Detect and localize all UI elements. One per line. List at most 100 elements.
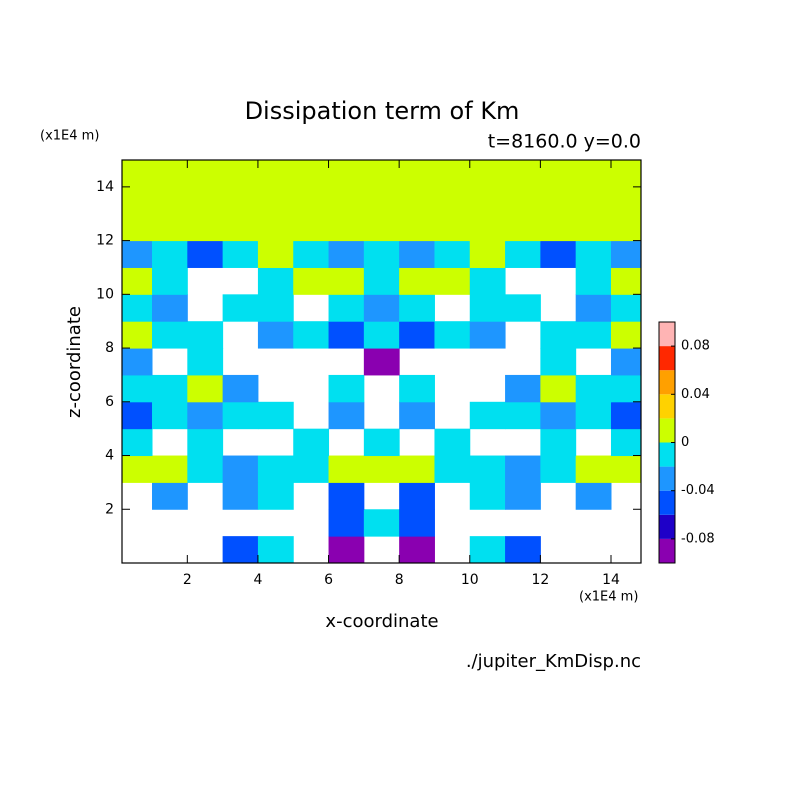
contour-cell bbox=[122, 374, 153, 403]
contour-cell bbox=[469, 455, 506, 483]
contour-cell bbox=[575, 240, 612, 268]
contour-cell bbox=[610, 240, 641, 268]
contour-cell bbox=[257, 267, 294, 295]
contour-cell bbox=[363, 509, 400, 537]
contour-cell bbox=[152, 240, 188, 268]
contour-cell bbox=[152, 455, 188, 483]
x-tick-label: 12 bbox=[531, 572, 549, 588]
contour-cell bbox=[610, 186, 641, 215]
contour-cell bbox=[469, 321, 506, 349]
colorbar-segment bbox=[659, 394, 675, 419]
contour-cell bbox=[328, 213, 365, 242]
contour-cell bbox=[575, 401, 612, 430]
y-tick-label: 8 bbox=[105, 340, 114, 356]
contour-cell bbox=[505, 455, 541, 483]
contour-cell bbox=[122, 294, 153, 322]
contour-cell bbox=[434, 213, 471, 242]
contour-cell bbox=[122, 321, 153, 349]
contour-cell bbox=[152, 374, 188, 403]
contour-cell bbox=[222, 240, 259, 268]
contour-cell bbox=[434, 267, 471, 295]
contour-cell bbox=[122, 401, 153, 430]
contour-cell bbox=[434, 428, 471, 457]
contour-cell bbox=[469, 267, 506, 295]
contour-cell bbox=[610, 401, 641, 430]
contour-cell bbox=[610, 160, 641, 188]
contour-cell bbox=[505, 240, 541, 268]
y-tick-label: 14 bbox=[96, 179, 114, 195]
contour-cell bbox=[505, 213, 541, 242]
contour-cell bbox=[469, 186, 506, 215]
contour-cell bbox=[328, 536, 365, 563]
x-tick-label: 10 bbox=[461, 572, 479, 588]
contour-cell bbox=[328, 321, 365, 349]
contour-cell bbox=[363, 428, 400, 457]
contour-cell bbox=[434, 186, 471, 215]
colorbar-segment bbox=[659, 346, 675, 371]
contour-cell bbox=[257, 160, 294, 188]
contour-cell bbox=[610, 374, 641, 403]
contour-cell bbox=[610, 294, 641, 322]
x-unit: (x1E4 m) bbox=[579, 590, 638, 605]
contour-cell bbox=[363, 348, 400, 376]
contour-cell bbox=[540, 348, 577, 376]
contour-cell bbox=[399, 186, 435, 215]
colorbar-segment bbox=[659, 442, 675, 467]
contour-cell bbox=[540, 401, 577, 430]
contour-cell bbox=[122, 213, 153, 242]
contour-cell bbox=[328, 294, 365, 322]
contour-cell bbox=[222, 294, 259, 322]
contour-cell bbox=[187, 160, 224, 188]
contour-cell bbox=[328, 509, 365, 537]
colorbar-segment bbox=[659, 490, 675, 515]
contour-cell bbox=[222, 455, 259, 483]
contour-cell bbox=[469, 294, 506, 322]
contour-cell bbox=[469, 160, 506, 188]
contour-cell bbox=[469, 213, 506, 242]
x-tick-label: 2 bbox=[183, 572, 192, 588]
x-axis-label: x-coordinate bbox=[325, 611, 438, 632]
contour-cell bbox=[293, 321, 330, 349]
contour-cell bbox=[222, 482, 259, 510]
contour-cell bbox=[122, 186, 153, 215]
contour-cell bbox=[122, 240, 153, 268]
contour-cell bbox=[505, 294, 541, 322]
contour-cell bbox=[122, 267, 153, 295]
contour-cell bbox=[434, 160, 471, 188]
x-tick-label: 14 bbox=[602, 572, 620, 588]
y-tick-label: 10 bbox=[96, 286, 114, 302]
contour-cell bbox=[505, 186, 541, 215]
contour-cell bbox=[575, 374, 612, 403]
colorbar-tick-label: 0.04 bbox=[681, 387, 710, 402]
chart-title: Dissipation term of Km bbox=[245, 97, 520, 125]
contour-cell bbox=[293, 455, 330, 483]
contour-cell bbox=[399, 321, 435, 349]
contour-field bbox=[122, 160, 641, 563]
contour-cell bbox=[363, 321, 400, 349]
contour-cell bbox=[399, 482, 435, 510]
colorbar-segment bbox=[659, 370, 675, 395]
contour-cell bbox=[293, 240, 330, 268]
chart-subtitle: t=8160.0 y=0.0 bbox=[488, 131, 641, 153]
contour-cell bbox=[540, 374, 577, 403]
contour-cell bbox=[540, 240, 577, 268]
y-tick-label: 2 bbox=[105, 501, 114, 517]
contour-cell bbox=[540, 186, 577, 215]
colorbar-tick-label: 0 bbox=[681, 435, 689, 450]
contour-cell bbox=[505, 482, 541, 510]
contour-cell bbox=[187, 240, 224, 268]
contour-cell bbox=[222, 536, 259, 563]
contour-cell bbox=[293, 267, 330, 295]
contour-cell bbox=[505, 536, 541, 563]
contour-cell bbox=[187, 186, 224, 215]
contour-cell bbox=[187, 213, 224, 242]
colorbar-segment bbox=[659, 322, 675, 347]
contour-cell bbox=[434, 321, 471, 349]
colorbar-tick-label: -0.08 bbox=[681, 531, 715, 546]
contour-cell bbox=[328, 160, 365, 188]
contour-cell bbox=[122, 455, 153, 483]
contour-cell bbox=[575, 213, 612, 242]
contour-cell bbox=[575, 482, 612, 510]
contour-cell bbox=[328, 401, 365, 430]
contour-cell bbox=[399, 536, 435, 563]
